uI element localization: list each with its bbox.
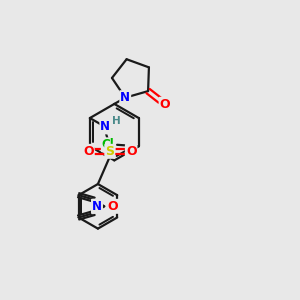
Text: O: O xyxy=(126,145,136,158)
Text: S: S xyxy=(105,145,114,158)
Text: N: N xyxy=(92,200,102,213)
Text: O: O xyxy=(83,145,94,158)
Text: H: H xyxy=(112,116,121,126)
Text: O: O xyxy=(160,98,170,111)
Text: N: N xyxy=(100,121,110,134)
Text: Cl: Cl xyxy=(102,138,115,151)
Text: O: O xyxy=(108,200,118,213)
Text: N: N xyxy=(92,200,102,213)
Text: N: N xyxy=(120,91,130,104)
